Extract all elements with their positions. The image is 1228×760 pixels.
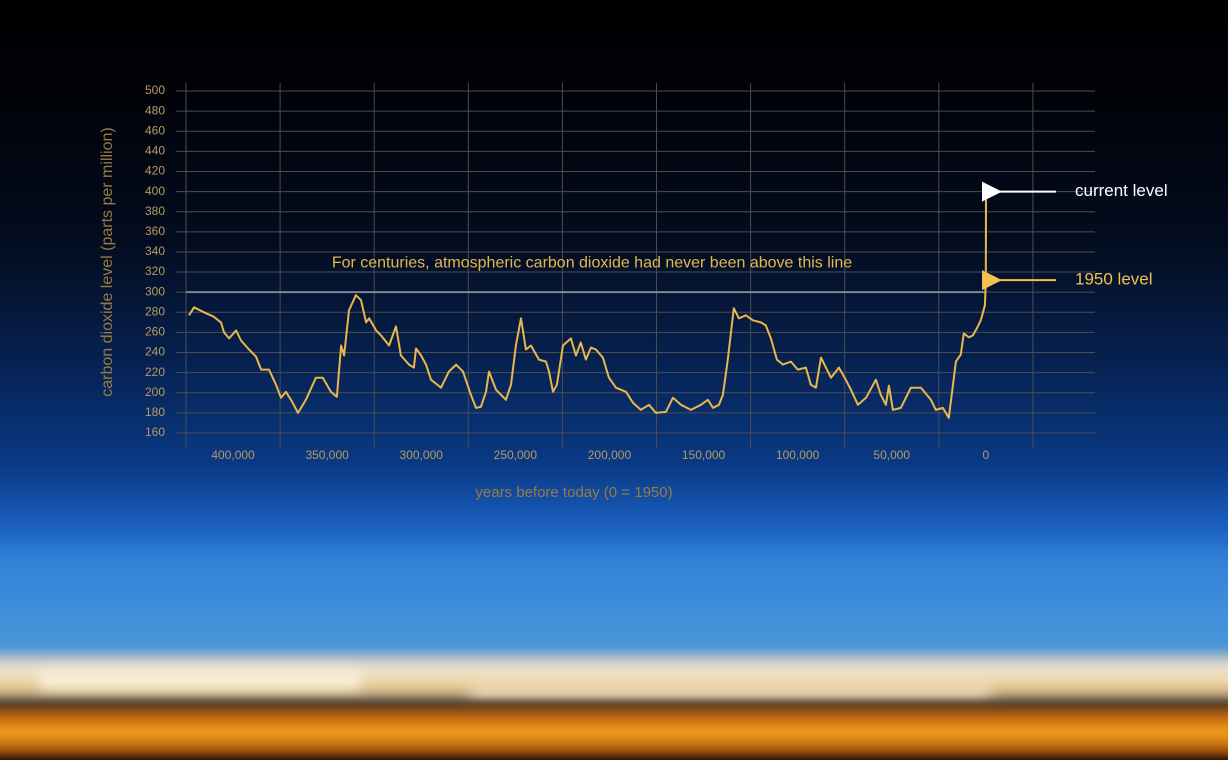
y-tick-label: 380: [145, 204, 165, 218]
x-tick-label: 250,000: [494, 448, 538, 462]
y-tick-label: 280: [145, 304, 165, 318]
sunset-band: [0, 700, 1228, 760]
y-tick-label: 200: [145, 385, 165, 399]
y-axis-label: carbon dioxide level (parts per million): [99, 127, 116, 396]
x-tick-label: 300,000: [400, 448, 444, 462]
reference-label: For centuries, atmospheric carbon dioxid…: [332, 254, 852, 271]
y-tick-label: 420: [145, 164, 165, 178]
annotation-label: current level: [1075, 181, 1168, 200]
x-tick-label: 150,000: [682, 448, 726, 462]
y-tick-label: 300: [145, 284, 165, 298]
y-tick-label: 480: [145, 103, 165, 117]
x-tick-label: 100,000: [776, 448, 820, 462]
x-tick-label: 350,000: [305, 448, 349, 462]
y-tick-label: 340: [145, 244, 165, 258]
y-tick-label: 160: [145, 425, 165, 439]
y-tick-label: 400: [145, 184, 165, 198]
y-tick-label: 460: [145, 123, 165, 137]
horizon-highlight: [40, 672, 360, 690]
y-tick-label: 440: [145, 144, 165, 158]
annotation-label: 1950 level: [1075, 270, 1153, 289]
x-tick-label: 50,000: [873, 448, 910, 462]
x-tick-label: 0: [983, 448, 990, 462]
x-axis-label: years before today (0 = 1950): [475, 484, 672, 501]
y-tick-label: 500: [145, 83, 165, 97]
y-tick-label: 240: [145, 345, 165, 359]
y-tick-label: 320: [145, 264, 165, 278]
x-tick-label: 400,000: [211, 448, 255, 462]
x-tick-label: 200,000: [588, 448, 632, 462]
y-tick-label: 220: [145, 365, 165, 379]
y-tick-label: 180: [145, 405, 165, 419]
data-line: [188, 191, 987, 419]
y-tick-label: 260: [145, 325, 165, 339]
y-tick-label: 360: [145, 224, 165, 238]
